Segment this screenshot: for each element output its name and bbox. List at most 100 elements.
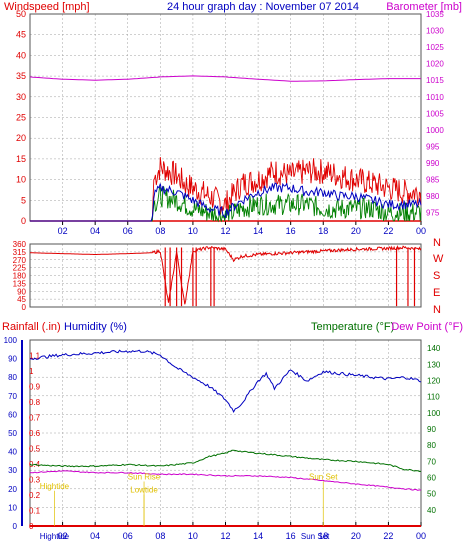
temperature-tick-label: 140 bbox=[427, 344, 441, 353]
windspeed-tick-label: 5 bbox=[21, 195, 26, 205]
temperature-tick-label: 110 bbox=[427, 393, 440, 402]
rainfall-tick-label: 0.8 bbox=[29, 398, 41, 407]
x-tick-label: 10 bbox=[188, 226, 198, 236]
dew-point-title: Dew Point (°F) bbox=[391, 321, 463, 333]
rainfall-tick-label: 0.7 bbox=[29, 414, 41, 423]
temperature-tick-label: 120 bbox=[427, 376, 441, 385]
dew-point-line bbox=[29, 470, 422, 491]
humidity-tick-label: 40 bbox=[8, 448, 17, 457]
direction-tick-label: 315 bbox=[13, 248, 27, 257]
humidity-tick-label: 50 bbox=[8, 429, 17, 438]
humidity-tick-label: 100 bbox=[4, 336, 18, 345]
compass-label: S bbox=[433, 270, 440, 282]
barometer-tick-label: 1030 bbox=[426, 27, 444, 36]
x-tick-label: 12 bbox=[220, 531, 230, 541]
x-tick-label: 14 bbox=[253, 531, 263, 541]
x-tick-label: 02 bbox=[58, 226, 68, 236]
rainfall-tick-label: 1 bbox=[29, 367, 34, 376]
x-tick-label: 04 bbox=[90, 226, 100, 236]
windspeed-tick-label: 35 bbox=[16, 71, 26, 81]
barometer-tick-label: 990 bbox=[426, 159, 440, 168]
humidity-tick-label: 20 bbox=[8, 485, 17, 494]
x-tick-label: 20 bbox=[351, 226, 361, 236]
windspeed-tick-label: 10 bbox=[16, 175, 26, 185]
x-tick-label: 06 bbox=[123, 531, 133, 541]
windspeed-tick-label: 25 bbox=[16, 113, 26, 123]
x-tick-label: 16 bbox=[286, 226, 296, 236]
direction-tick-label: 0 bbox=[22, 303, 27, 312]
rainfall-tick-label: 0.5 bbox=[29, 445, 41, 454]
compass-label: E bbox=[433, 287, 440, 299]
plot-frame bbox=[29, 243, 422, 308]
humidity-tick-label: 10 bbox=[8, 503, 17, 512]
x-tick-label: 08 bbox=[155, 531, 165, 541]
temperature-tick-label: 90 bbox=[427, 425, 436, 434]
temperature-tick-label: 80 bbox=[427, 441, 436, 450]
direction-tick-label: 90 bbox=[17, 287, 26, 296]
x-tick-label: 00 bbox=[416, 226, 426, 236]
x-tick-label: 12 bbox=[220, 226, 230, 236]
rainfall-tick-label: 0.3 bbox=[29, 476, 41, 485]
rainfall-tick-label: 0.1 bbox=[29, 507, 41, 516]
x-tick-label: 10 bbox=[188, 531, 198, 541]
barometer-line bbox=[29, 75, 421, 82]
x-tick-label: 22 bbox=[383, 226, 393, 236]
temperature-tick-label: 40 bbox=[427, 506, 436, 515]
barometer-tick-label: 1000 bbox=[426, 126, 444, 135]
barometer-tick-label: 985 bbox=[426, 176, 440, 185]
direction-tick-label: 360 bbox=[13, 240, 27, 249]
rainfall-tick-label: 0.2 bbox=[29, 491, 41, 500]
x-event-label: Hightide bbox=[40, 532, 70, 541]
barometer-tick-label: 1015 bbox=[426, 76, 444, 85]
temperature-tick-label: 100 bbox=[427, 409, 441, 418]
x-tick-label: 18 bbox=[318, 531, 328, 541]
rainfall-tick-label: 1.1 bbox=[29, 352, 41, 361]
temperature-line bbox=[29, 449, 422, 473]
annotation-label: Lowtide bbox=[130, 486, 158, 495]
direction-tick-label: 270 bbox=[13, 256, 27, 265]
humidity-tick-label: 70 bbox=[8, 392, 17, 401]
humidity-tick-label: 60 bbox=[8, 410, 17, 419]
annotation-label: Sun Set bbox=[309, 473, 338, 482]
barometer-tick-label: 980 bbox=[426, 192, 440, 201]
humidity-tick-label: 30 bbox=[8, 466, 17, 475]
x-tick-label: 22 bbox=[383, 531, 393, 541]
direction-tick-label: 225 bbox=[13, 264, 27, 273]
humidity-line bbox=[29, 349, 422, 414]
barometer-tick-label: 995 bbox=[426, 142, 440, 151]
wind-average-line bbox=[30, 182, 422, 222]
x-tick-label: 18 bbox=[318, 226, 328, 236]
temperature-tick-label: 50 bbox=[427, 490, 436, 499]
direction-tick-label: 45 bbox=[17, 295, 26, 304]
humidity-tick-label: 0 bbox=[13, 522, 18, 531]
temperature-tick-label: 70 bbox=[427, 457, 436, 466]
x-tick-label: 16 bbox=[286, 531, 296, 541]
barometer-tick-label: 1025 bbox=[426, 43, 444, 52]
humidity-tick-label: 90 bbox=[8, 355, 17, 364]
windspeed-tick-label: 20 bbox=[16, 133, 26, 143]
windspeed-tick-label: 0 bbox=[21, 216, 26, 226]
barometer-tick-label: 1020 bbox=[426, 60, 444, 69]
x-tick-label: 06 bbox=[123, 226, 133, 236]
rainfall-tick-label: 0.9 bbox=[29, 383, 41, 392]
windspeed-title: Windspeed [mph] bbox=[4, 1, 90, 13]
annotation-label: Hightide bbox=[40, 482, 70, 491]
x-tick-label: 04 bbox=[90, 531, 100, 541]
compass-label: W bbox=[433, 253, 444, 265]
x-tick-label: 00 bbox=[416, 531, 426, 541]
barometer-tick-label: 1035 bbox=[426, 10, 444, 19]
barometer-tick-label: 1005 bbox=[426, 109, 444, 118]
windspeed-tick-label: 50 bbox=[16, 9, 26, 19]
temperature-tick-label: 60 bbox=[427, 473, 436, 482]
x-tick-label: 08 bbox=[155, 226, 165, 236]
x-event-label: Sun Set bbox=[301, 532, 330, 541]
wind-barometer-panel: 0510152025303540455097598098599099510001… bbox=[16, 9, 444, 236]
compass-label: N bbox=[433, 304, 441, 316]
windspeed-tick-label: 30 bbox=[16, 92, 26, 102]
windspeed-tick-label: 45 bbox=[16, 30, 26, 40]
windspeed-tick-label: 15 bbox=[16, 154, 26, 164]
barometer-title: Barometer [mb] bbox=[386, 1, 462, 13]
humidity-tick-label: 80 bbox=[8, 373, 17, 382]
